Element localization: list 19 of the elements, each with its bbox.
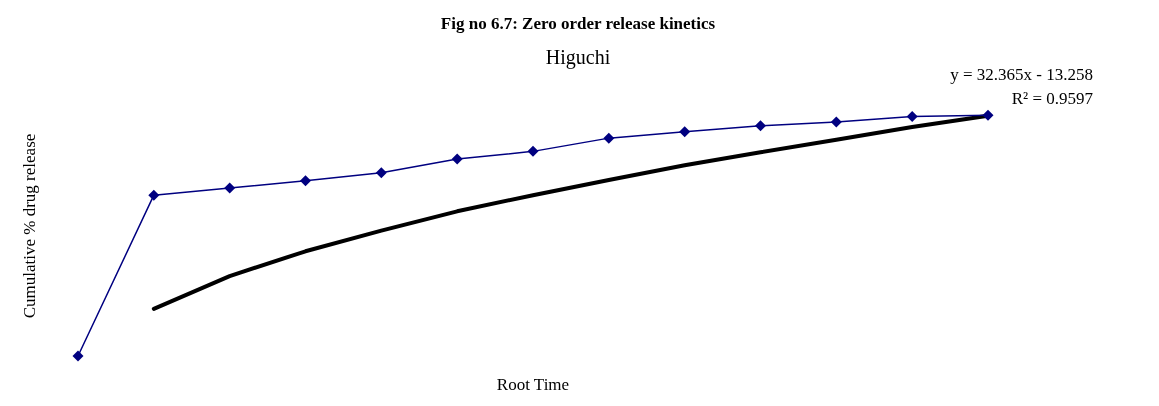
point	[72, 350, 84, 362]
chart-title: Fig no 6.7: Zero order release kinetics	[440, 14, 716, 33]
text: y = 32.365x - 13.258	[950, 65, 1093, 84]
point	[148, 189, 160, 201]
point	[755, 120, 766, 132]
point	[679, 126, 691, 138]
point	[451, 153, 463, 165]
y-axis-title: Cumulative % drug release	[20, 133, 39, 319]
chart-subtitle: Higuchi	[545, 46, 611, 69]
point	[830, 116, 842, 128]
point	[982, 109, 994, 121]
x-axis-title: Root Time	[496, 375, 570, 394]
point	[300, 175, 311, 187]
point	[527, 145, 539, 157]
point	[224, 182, 236, 194]
point	[375, 167, 387, 179]
text: R² = 0.9597	[1011, 89, 1094, 108]
point	[906, 110, 918, 122]
point	[603, 132, 615, 144]
